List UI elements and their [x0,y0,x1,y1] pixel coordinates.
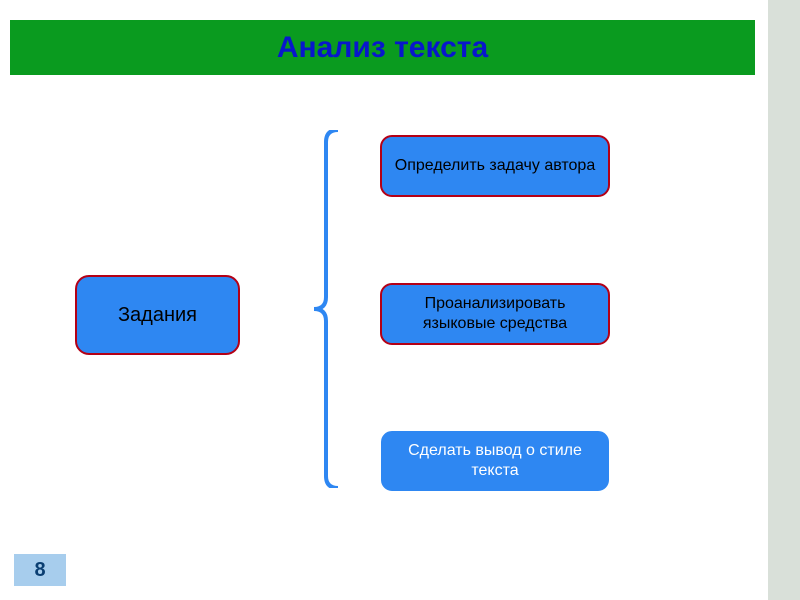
page-number: 8 [14,554,66,586]
title-text: Анализ текста [277,31,488,65]
child-node-0-label: Определить задачу автора [395,156,595,176]
root-node-label: Задания [118,304,197,327]
title-banner: Анализ текста [10,20,755,75]
child-node-1-label: Проанализировать языковые средства [390,294,600,334]
bracket-connector [278,130,338,488]
child-node-2-label: Сделать вывод о стиле текста [389,441,601,481]
root-node: Задания [75,275,240,355]
page-number-value: 8 [34,559,45,582]
child-node-0: Определить задачу автора [380,135,610,197]
child-node-1: Проанализировать языковые средства [380,283,610,345]
child-node-2: Сделать вывод о стиле текста [380,430,610,492]
sidebar-stripe [768,0,800,600]
